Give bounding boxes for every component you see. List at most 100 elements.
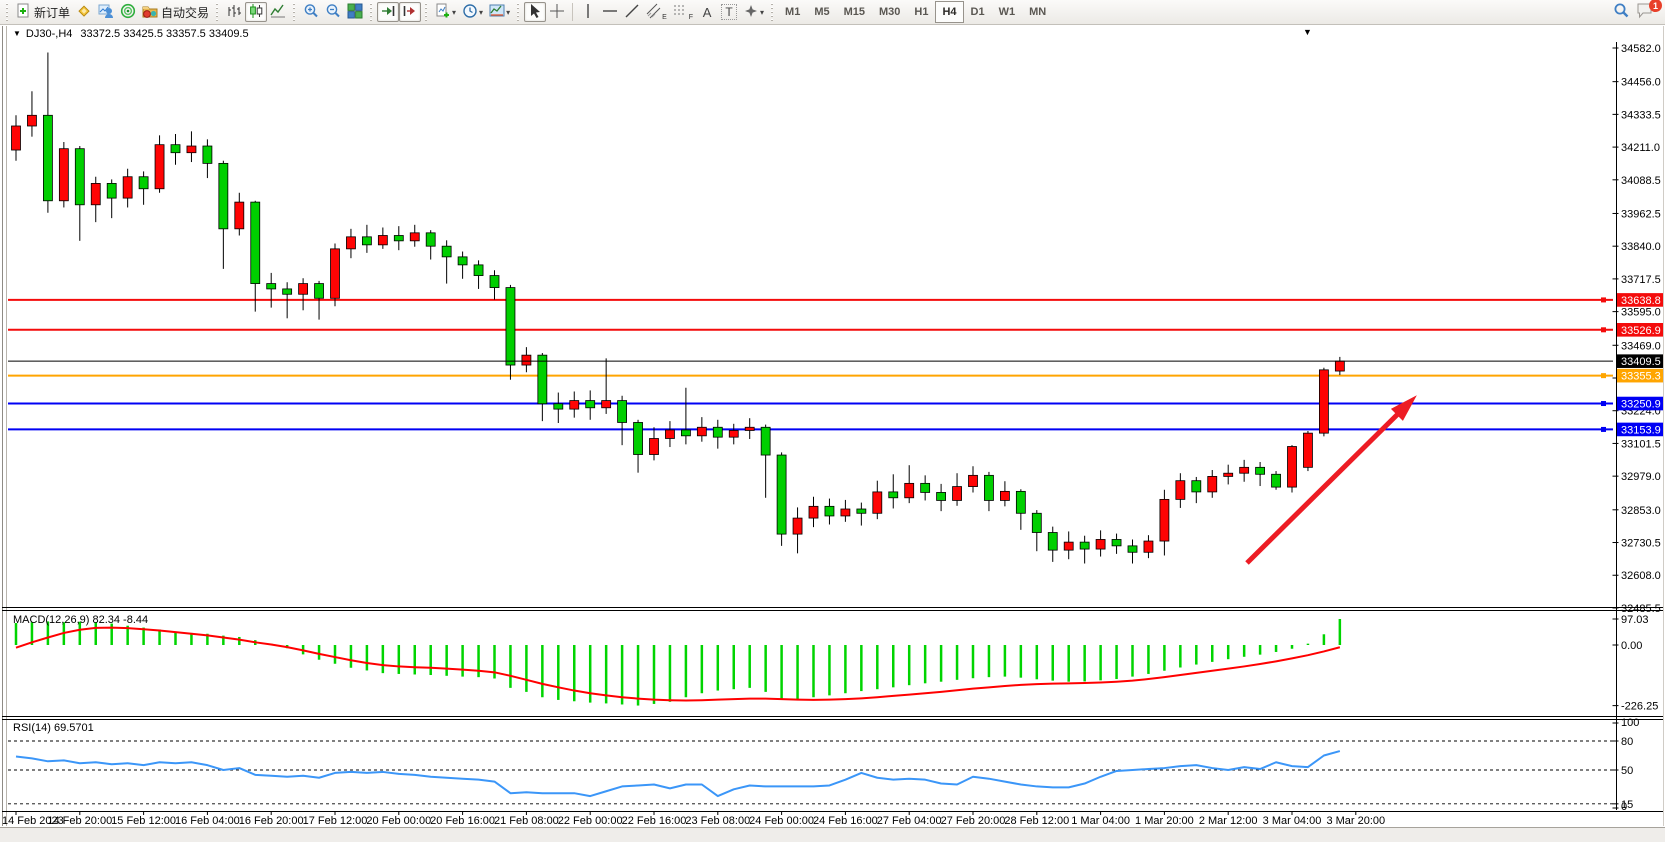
macd-histogram-bar: [1338, 619, 1342, 645]
macd-histogram-bar: [684, 645, 688, 698]
timeframe-m5-button[interactable]: M5: [814, 6, 830, 18]
equidistant-channel-tool-button[interactable]: E: [643, 2, 670, 22]
candle-body: [681, 429, 691, 437]
trendline-tool-button[interactable]: [621, 2, 643, 22]
candle-body: [904, 482, 915, 499]
time-axis-label: 20 Feb 16:00: [430, 815, 495, 827]
macd-histogram-bar: [1322, 634, 1326, 645]
panel-separators[interactable]: [2, 607, 1663, 812]
cursor-icon: [527, 3, 543, 22]
toolbar-grip[interactable]: [516, 3, 522, 21]
line-chart-button[interactable]: [267, 2, 289, 22]
line-handle[interactable]: [1601, 401, 1606, 407]
toolbar-grip[interactable]: [369, 3, 375, 21]
metaeditor-button[interactable]: [73, 2, 95, 22]
fibonacci-tool-button[interactable]: F: [670, 2, 696, 22]
chart-shift-button[interactable]: [399, 2, 422, 22]
macd-histogram-bar: [764, 645, 767, 692]
candle-body: [218, 162, 229, 230]
time-axis-label: 24 Feb 00:00: [749, 815, 814, 827]
candle-body: [346, 236, 356, 250]
tile-windows-button[interactable]: [344, 2, 366, 22]
channel-icon: [646, 3, 662, 22]
templates-button[interactable]: ▾: [486, 2, 513, 22]
chart-shift-icon: [402, 3, 418, 22]
toolbar-grip[interactable]: [292, 3, 298, 21]
timeframe-h4-button[interactable]: H4: [935, 1, 964, 23]
timeframe-w1-button[interactable]: W1: [998, 6, 1016, 18]
macd-histogram-bar: [1274, 645, 1278, 652]
chevron-down-icon[interactable]: ▾: [452, 7, 457, 17]
one-click-trading-arrow-icon[interactable]: ▼: [13, 29, 21, 38]
candle-body: [1095, 539, 1106, 550]
line-handle[interactable]: [1601, 327, 1606, 333]
chevron-down-icon[interactable]: ▾: [506, 7, 511, 17]
timeframe-mn-button[interactable]: MN: [1029, 6, 1047, 18]
search-button[interactable]: [1610, 2, 1633, 22]
arrows-tool-button[interactable]: ▾: [740, 2, 767, 22]
rsi-label: RSI(14) 69.5701: [13, 722, 94, 734]
toolbar-grip[interactable]: [215, 3, 221, 21]
macd-histogram-bar: [317, 645, 321, 660]
timeframe-m30-button[interactable]: M30: [879, 6, 901, 18]
zoom-in-button[interactable]: [300, 2, 322, 22]
toolbar-grip[interactable]: [424, 3, 430, 21]
line-handle[interactable]: [1601, 373, 1606, 379]
cursor-button[interactable]: [524, 2, 547, 22]
auto-trading-button[interactable]: 自动交易: [139, 2, 212, 22]
chevron-down-icon[interactable]: ▾: [760, 7, 765, 17]
trend-arrow-annotation[interactable]: [1245, 395, 1417, 565]
chat-button[interactable]: 1: [1633, 0, 1662, 22]
bar-chart-icon: [226, 3, 242, 22]
line-handle[interactable]: [1601, 426, 1606, 432]
candle-body: [1159, 498, 1170, 542]
bar-chart-button[interactable]: [223, 2, 245, 22]
candle-body: [1175, 480, 1186, 500]
timeframe-h1-button[interactable]: H1: [914, 6, 929, 18]
timeframe-d1-button[interactable]: D1: [970, 6, 985, 18]
horizontal-lines[interactable]: [8, 297, 1613, 432]
candle-body: [377, 235, 388, 246]
line-handle[interactable]: [1601, 297, 1606, 303]
macd-histogram-bar: [94, 622, 97, 645]
text-tool-button[interactable]: A: [696, 2, 718, 22]
macd-histogram-bar: [828, 645, 831, 696]
new-order-button[interactable]: 新订单: [13, 2, 73, 22]
price-line-label: 33153.9: [1621, 424, 1661, 436]
fibonacci-icon: [673, 3, 689, 22]
time-axis-label: 3 Mar 04:00: [1263, 815, 1322, 827]
scroll-to-end-marker-icon[interactable]: ▼: [1303, 27, 1312, 37]
search-icon: [1613, 2, 1630, 22]
signals-button[interactable]: [117, 2, 139, 22]
macd-histogram-bar: [987, 645, 991, 678]
macd-histogram-bar: [541, 645, 544, 698]
auto-scroll-button[interactable]: [377, 2, 400, 22]
candlestick-chart-button[interactable]: [245, 2, 268, 22]
toolbar-grip[interactable]: [770, 3, 776, 21]
chart-title-bar: ▼ DJ30-,H4 33372.5 33425.5 33357.5 33409…: [9, 26, 249, 41]
macd-axis-label: -226.25: [1621, 701, 1658, 713]
periods-button[interactable]: ▾: [459, 2, 486, 22]
vertical-line-tool-button[interactable]: [577, 2, 599, 22]
candle-body: [441, 245, 452, 258]
macd-histogram-bar: [333, 645, 337, 664]
candle-body: [537, 354, 548, 405]
price-axis-label: 32485.5: [1621, 603, 1661, 615]
indicators-button[interactable]: ▾: [432, 2, 459, 22]
crosshair-button[interactable]: [546, 2, 568, 22]
time-axis-label: 28 Feb 12:00: [1004, 815, 1069, 827]
chevron-down-icon[interactable]: ▾: [479, 7, 484, 17]
community-button[interactable]: [95, 2, 117, 22]
timeframe-m1-button[interactable]: M1: [785, 6, 801, 18]
timeframe-m15-button[interactable]: M15: [843, 6, 866, 18]
price-label-boxes: 33638.8 33526.9 33355.3 33250.9 33153.9 33409…: [1617, 293, 1663, 436]
price-axis[interactable]: 34582.0 34456.0 34333.5 34211.0 34088.5 33962…: [1612, 42, 1661, 810]
text-label-tool-button[interactable]: T: [718, 2, 740, 22]
horizontal-line-tool-button[interactable]: [599, 2, 621, 22]
chart-symbol-period: DJ30-,H4: [25, 27, 73, 40]
macd-histogram-bar: [142, 627, 145, 645]
zoom-out-button[interactable]: [322, 2, 344, 22]
toolbar-grip[interactable]: [5, 3, 10, 21]
